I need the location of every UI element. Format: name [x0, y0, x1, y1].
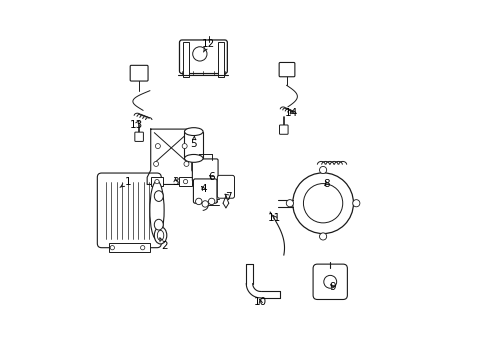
Circle shape: [323, 275, 336, 288]
FancyBboxPatch shape: [192, 159, 218, 181]
Circle shape: [303, 184, 342, 223]
FancyBboxPatch shape: [179, 40, 227, 73]
Bar: [179, 177, 192, 186]
Text: 12: 12: [201, 39, 214, 52]
Bar: [183, 42, 189, 77]
Circle shape: [182, 144, 187, 149]
Circle shape: [352, 200, 359, 207]
Ellipse shape: [157, 230, 163, 240]
Circle shape: [292, 173, 353, 234]
Circle shape: [319, 166, 326, 174]
Circle shape: [183, 161, 188, 166]
Circle shape: [202, 201, 208, 207]
FancyBboxPatch shape: [193, 179, 217, 203]
Ellipse shape: [154, 219, 163, 230]
Ellipse shape: [154, 191, 163, 202]
Text: 6: 6: [208, 172, 215, 182]
Text: 9: 9: [329, 282, 336, 292]
Text: 5: 5: [190, 136, 197, 149]
Circle shape: [183, 180, 187, 184]
FancyBboxPatch shape: [217, 175, 234, 198]
Text: 3: 3: [172, 177, 179, 187]
FancyBboxPatch shape: [97, 173, 161, 248]
Text: 7: 7: [224, 192, 231, 202]
Circle shape: [140, 246, 144, 250]
Text: 14: 14: [285, 108, 298, 118]
Circle shape: [110, 246, 114, 250]
FancyBboxPatch shape: [135, 132, 143, 141]
Text: 11: 11: [268, 212, 281, 222]
Circle shape: [195, 198, 202, 204]
Ellipse shape: [149, 181, 164, 240]
Bar: [184, 132, 203, 158]
Text: 8: 8: [323, 179, 329, 189]
Circle shape: [155, 144, 160, 149]
Circle shape: [285, 200, 293, 207]
Circle shape: [192, 47, 206, 61]
FancyBboxPatch shape: [279, 125, 287, 134]
Text: 10: 10: [253, 297, 266, 307]
Text: 1: 1: [120, 177, 131, 188]
Bar: [108, 243, 149, 252]
FancyBboxPatch shape: [130, 65, 148, 81]
Ellipse shape: [184, 154, 203, 162]
Ellipse shape: [154, 227, 166, 244]
Bar: [217, 42, 224, 77]
FancyBboxPatch shape: [279, 63, 294, 77]
Bar: [150, 177, 163, 186]
FancyBboxPatch shape: [312, 264, 346, 300]
Circle shape: [319, 233, 326, 240]
Text: 13: 13: [130, 120, 143, 130]
Ellipse shape: [184, 128, 203, 135]
Text: 4: 4: [200, 184, 206, 194]
Text: 2: 2: [160, 238, 167, 251]
Circle shape: [208, 198, 214, 204]
Circle shape: [155, 180, 159, 184]
Circle shape: [153, 161, 158, 166]
